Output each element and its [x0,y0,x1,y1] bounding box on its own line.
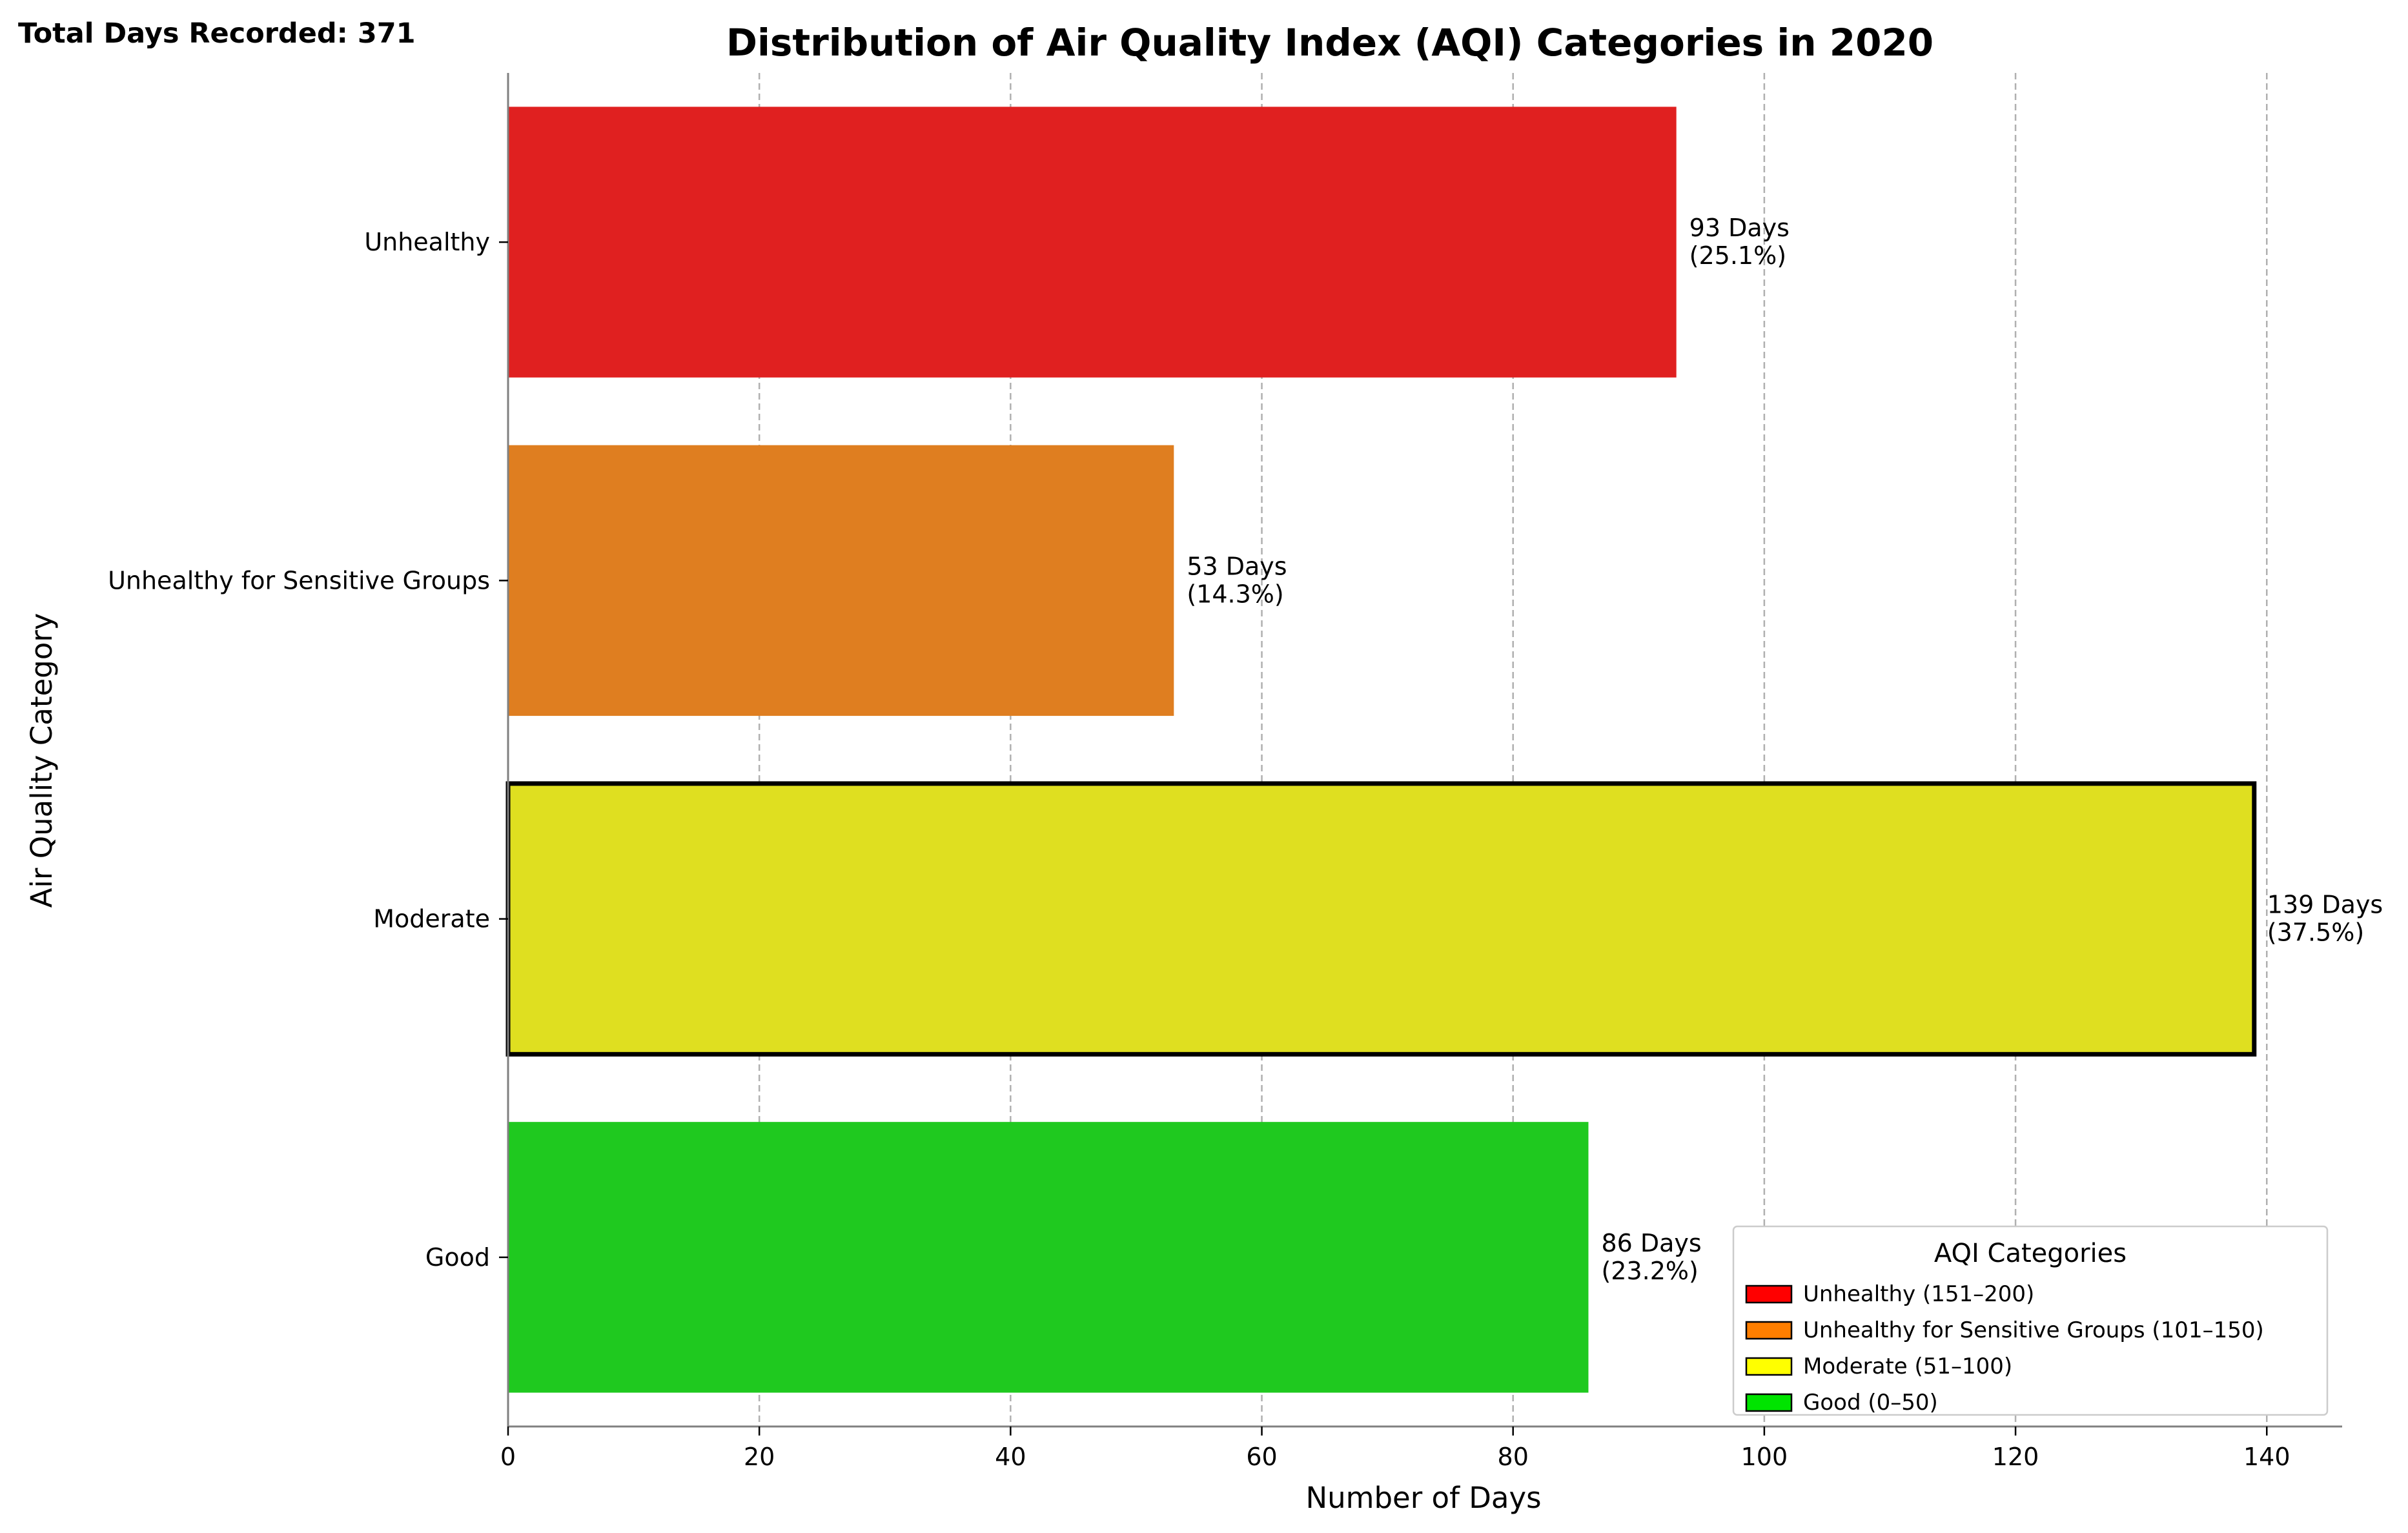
bar-percent-label: (23.2%) [1601,1257,1698,1285]
x-tick-label: 40 [995,1443,1026,1471]
x-tick-label: 80 [1498,1443,1529,1471]
x-tick-label: 100 [1741,1443,1788,1471]
y-tick-label: Moderate [373,905,490,933]
legend-entry-label: Moderate (51–100) [1803,1354,2012,1379]
bar-value-label: 86 Days [1601,1229,1701,1257]
bar-value-label: 53 Days [1187,552,1287,580]
y-tick-label: Unhealthy [364,228,490,256]
bar-good [508,1122,1589,1393]
legend-title: AQI Categories [1934,1239,2127,1268]
bar-percent-label: (25.1%) [1689,241,1786,270]
bar-value-label: 93 Days [1689,214,1790,242]
x-tick-label: 140 [2243,1443,2291,1471]
y-axis-ticks: Unhealthy Unhealthy for Sensitive Groups M… [108,228,508,1272]
x-axis-ticks: 0 20 40 60 80 100 120 140 [500,1426,2291,1471]
bar-moderate [505,781,2257,1057]
legend-swatch [1745,1321,1793,1340]
axes [507,73,2342,1428]
legend-entry-label: Unhealthy for Sensitive Groups (101–150) [1803,1317,2264,1343]
legend-swatch [1745,1357,1793,1376]
bar-unhealthy-for-sensitive-groups [508,445,1174,716]
legend-entry-label: Unhealthy (151–200) [1803,1281,2034,1307]
legend: AQI Categories Unhealthy (151–200) Unhealt… [1732,1225,2329,1416]
x-tick-label: 20 [744,1443,775,1471]
x-tick-label: 120 [1992,1443,2039,1471]
bar-percent-label: (14.3%) [1187,580,1283,608]
y-tick-label: Good [425,1243,490,1272]
x-tick-label: 60 [1246,1443,1277,1471]
bars [505,107,2257,1393]
legend-box [1732,1225,2329,1416]
y-tick-label: Unhealthy for Sensitive Groups [108,566,490,594]
total-days-annotation: Total Days Recorded: 371 [18,17,416,50]
chart-title: Distribution of Air Quality Index (AQI) … [726,21,1934,65]
legend-swatch [1745,1284,1793,1304]
y-axis-label: Air Quality Category [25,613,59,908]
bar-unhealthy [508,107,1677,378]
legend-entry-label: Good (0–50) [1803,1390,1938,1416]
x-tick-label: 0 [500,1443,516,1471]
bar-value-label: 139 Days [2267,891,2383,919]
bar-value-labels: 93 Days(25.1%) 53 Days(14.3%) 139 Days(37.… [1187,214,2383,1285]
bar-percent-label: (37.5%) [2267,919,2364,947]
legend-swatch [1745,1393,1793,1412]
x-axis-label: Number of Days [1305,1481,1541,1515]
